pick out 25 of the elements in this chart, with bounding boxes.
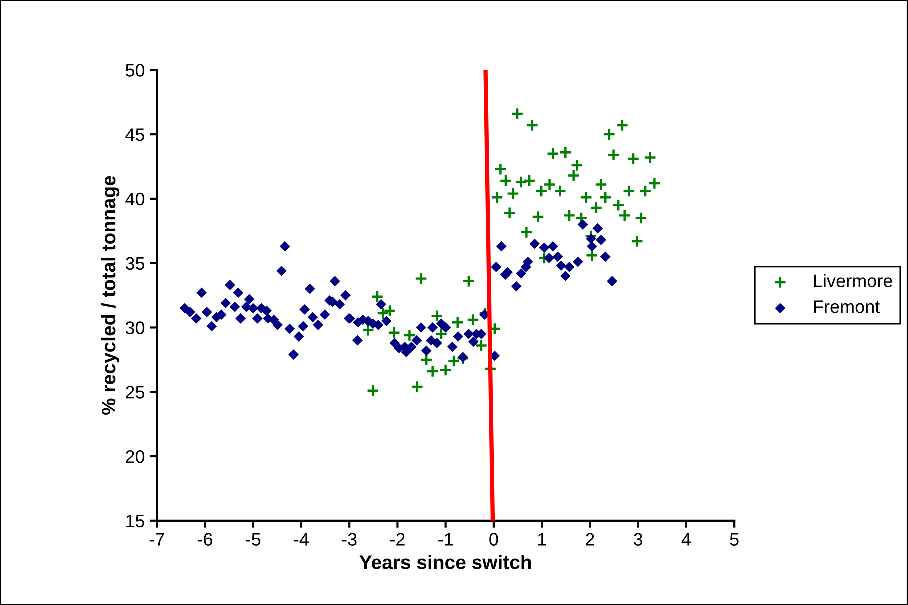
x-axis-title: Years since switch xyxy=(360,555,532,570)
legend-label: Fremont xyxy=(814,300,880,314)
y-tick-label: 35 xyxy=(126,257,145,270)
x-tick-label: 4 xyxy=(682,533,691,546)
y-tick-label: 15 xyxy=(126,515,145,528)
x-tick-label: 0 xyxy=(490,533,498,546)
x-tick-label: 2 xyxy=(586,533,594,546)
y-tick-label: 25 xyxy=(126,386,145,399)
y-tick-label: 40 xyxy=(126,192,145,206)
x-tick-label: -1 xyxy=(438,533,453,546)
x-tick-label: -2 xyxy=(390,533,405,546)
y-tick-label: 50 xyxy=(126,64,145,77)
y-tick-label: 45 xyxy=(126,128,145,142)
x-tick-label: 1 xyxy=(538,533,546,546)
y-axis-title: % recycled / total tonnage xyxy=(101,176,120,415)
y-tick-label: 30 xyxy=(126,322,145,334)
x-tick-label: -5 xyxy=(246,533,261,546)
x-tick-label: -4 xyxy=(294,533,309,546)
x-tick-label: 3 xyxy=(634,533,643,546)
x-tick-label: -3 xyxy=(342,533,357,546)
x-tick-label: -7 xyxy=(150,533,164,546)
legend-label: Livermore xyxy=(814,274,892,288)
x-tick-label: 5 xyxy=(730,533,739,546)
y-tick-label: 20 xyxy=(126,450,145,464)
x-tick-label: -6 xyxy=(198,533,212,546)
